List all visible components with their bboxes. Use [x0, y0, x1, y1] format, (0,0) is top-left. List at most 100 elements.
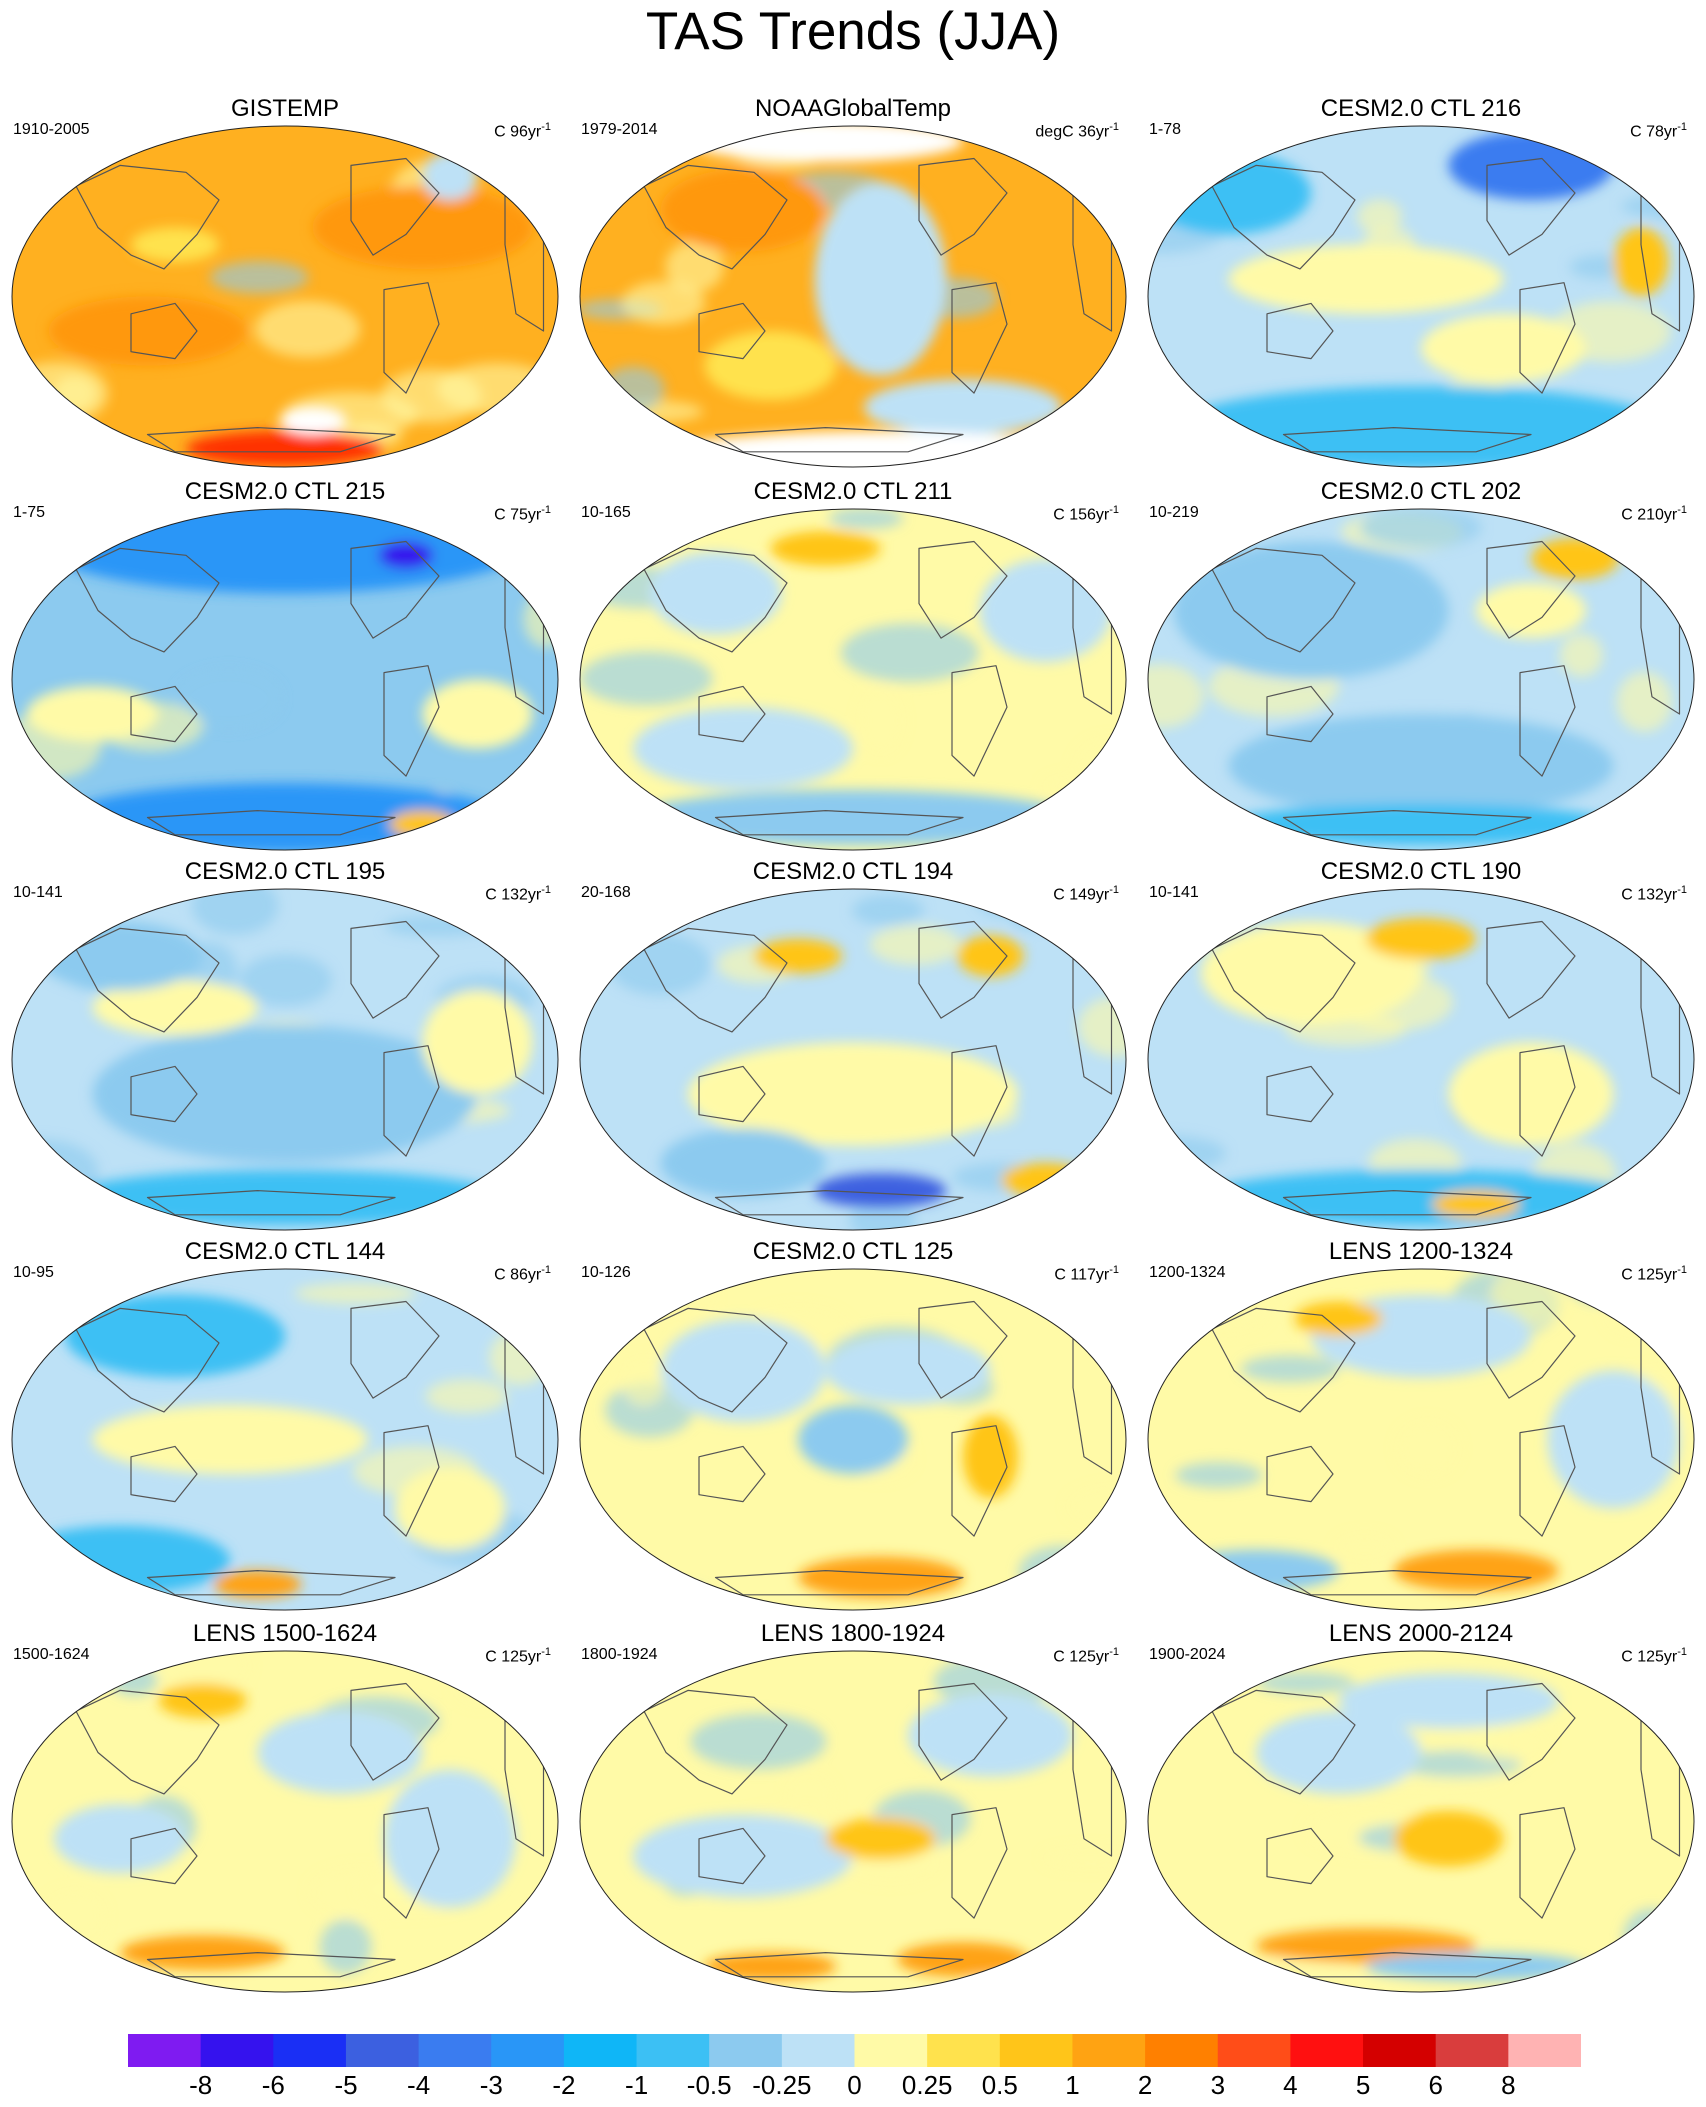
panel-units-label: C 78yr-1 — [1630, 121, 1687, 141]
panel-title: CESM2.0 CTL 216 — [1320, 95, 1522, 122]
colorbar-swatch — [1363, 2034, 1437, 2067]
colorbar-swatch — [854, 2034, 928, 2067]
map-panel: CESM2.0 CTL 195 10-141 C 132yr-1 — [5, 858, 565, 1233]
panel-units-label: C 125yr-1 — [1053, 1646, 1119, 1666]
panel-title: CESM2.0 CTL 190 — [1320, 858, 1522, 885]
panel-title: LENS 2000-2124 — [1328, 1620, 1514, 1647]
panel-period-label: 10-141 — [1149, 884, 1199, 901]
colorbar-tick-label: 0.5 — [981, 2070, 1018, 2100]
world-map — [579, 125, 1127, 468]
world-map — [579, 888, 1127, 1231]
world-map — [1147, 125, 1695, 468]
panel-units-label: C 96yr-1 — [494, 121, 551, 141]
panel-period-label: 1979-2014 — [581, 121, 658, 138]
map-panel: CESM2.0 CTL 144 10-95 C 86yr-1 — [5, 1238, 565, 1613]
colorbar-swatch — [1508, 2034, 1581, 2067]
colorbar-swatch — [636, 2034, 710, 2067]
colorbar-swatch — [709, 2034, 783, 2067]
panel-title: LENS 1200-1324 — [1328, 1238, 1514, 1265]
panel-title: CESM2.0 CTL 215 — [184, 478, 386, 505]
colorbar-swatch — [1072, 2034, 1146, 2067]
world-map — [1147, 1268, 1695, 1611]
panel-period-label: 1-78 — [1149, 121, 1182, 138]
colorbar-swatch — [345, 2034, 420, 2067]
world-map — [579, 1268, 1127, 1611]
colorbar-swatch — [1435, 2034, 1509, 2067]
panel-title: CESM2.0 CTL 144 — [184, 1238, 386, 1265]
map-panel: CESM2.0 CTL 216 1-78 C 78yr-1 — [1141, 95, 1701, 470]
colorbar-swatch — [999, 2034, 1073, 2067]
colorbar-tick-label: 6 — [1428, 2070, 1443, 2100]
world-map — [579, 508, 1127, 851]
world-map — [11, 1650, 559, 1993]
colorbar-tick-label: -1 — [625, 2070, 649, 2100]
colorbar-swatch — [781, 2034, 855, 2067]
colorbar-swatch — [927, 2034, 1001, 2067]
colorbar-tick-label: 5 — [1355, 2070, 1371, 2100]
panel-title: LENS 1800-1924 — [760, 1620, 946, 1647]
map-panel: LENS 1500-1624 1500-1624 C 125yr-1 — [5, 1620, 565, 1995]
colorbar-tick-label: 2 — [1137, 2070, 1153, 2100]
colorbar-tick-label: 8 — [1501, 2070, 1516, 2100]
panel-units-label: C 117yr-1 — [1054, 1264, 1119, 1284]
colorbar-tick-label: -5 — [334, 2070, 358, 2100]
colorbar-tick-label: 1 — [1065, 2070, 1080, 2100]
world-map — [579, 1650, 1127, 1993]
colorbar-swatch — [1290, 2034, 1364, 2067]
panel-units-label: C 125yr-1 — [485, 1646, 551, 1666]
panel-period-label: 10-126 — [581, 1264, 631, 1281]
colorbar-tick-label: -0.5 — [686, 2070, 732, 2100]
panel-title: NOAAGlobalTemp — [754, 95, 952, 122]
map-panel: CESM2.0 CTL 211 10-165 C 156yr-1 — [573, 478, 1133, 853]
map-panel: LENS 1200-1324 1200-1324 C 125yr-1 — [1141, 1238, 1701, 1613]
colorbar-swatch — [418, 2034, 492, 2067]
panel-units-label: C 132yr-1 — [1621, 884, 1687, 904]
colorbar-swatch — [1145, 2034, 1219, 2067]
map-panel: CESM2.0 CTL 202 10-219 C 210yr-1 — [1141, 478, 1701, 853]
panel-title: LENS 1500-1624 — [192, 1620, 378, 1647]
world-map — [1147, 508, 1695, 851]
panel-units-label: C 210yr-1 — [1621, 504, 1687, 524]
panel-period-label: 10-165 — [581, 504, 631, 521]
map-panel: CESM2.0 CTL 125 10-126 C 117yr-1 — [573, 1238, 1133, 1613]
figure-title: TAS Trends (JJA) — [645, 2, 1061, 61]
panel-units-label: C 125yr-1 — [1621, 1646, 1687, 1666]
colorbar-swatch — [273, 2034, 347, 2067]
colorbar-tick-label: 0 — [847, 2070, 862, 2100]
colorbar-tick-label: -0.25 — [752, 2070, 812, 2100]
map-panel: CESM2.0 CTL 190 10-141 C 132yr-1 — [1141, 858, 1701, 1233]
panel-period-label: 10-219 — [1149, 504, 1199, 521]
colorbar-swatch — [1217, 2034, 1291, 2067]
map-panel: CESM2.0 CTL 215 1-75 C 75yr-1 — [5, 478, 565, 853]
panel-period-label: 20-168 — [581, 884, 631, 901]
panel-period-label: 1900-2024 — [1149, 1646, 1226, 1663]
colorbar-tick-label: 3 — [1210, 2070, 1226, 2100]
panel-title: CESM2.0 CTL 125 — [752, 1238, 954, 1265]
panel-units-label: C 132yr-1 — [485, 884, 551, 904]
map-panel: LENS 2000-2124 1900-2024 C 125yr-1 — [1141, 1620, 1701, 1995]
panel-units-label: C 156yr-1 — [1053, 504, 1119, 524]
colorbar-tick-label: -3 — [479, 2070, 503, 2100]
panel-units-label: C 86yr-1 — [494, 1264, 551, 1284]
panel-title: CESM2.0 CTL 194 — [752, 858, 954, 885]
panel-units-label: degC 36yr-1 — [1035, 121, 1119, 141]
colorbar — [128, 2034, 1581, 2067]
panel-units-label: C 75yr-1 — [494, 504, 551, 524]
world-map — [1147, 1650, 1695, 1993]
colorbar-tick-label: 4 — [1283, 2070, 1298, 2100]
world-map — [11, 125, 559, 468]
map-panel: LENS 1800-1924 1800-1924 C 125yr-1 — [573, 1620, 1133, 1995]
map-panel: CESM2.0 CTL 194 20-168 C 149yr-1 — [573, 858, 1133, 1233]
colorbar-swatch — [200, 2034, 274, 2067]
colorbar-tick-label: -8 — [189, 2070, 213, 2100]
map-panel: NOAAGlobalTemp 1979-2014 degC 36yr-1 — [573, 95, 1133, 470]
panel-period-label: 1500-1624 — [13, 1646, 90, 1663]
panel-units-label: C 125yr-1 — [1621, 1264, 1687, 1284]
panel-title: GISTEMP — [230, 95, 339, 122]
world-map — [11, 888, 559, 1231]
world-map — [11, 508, 559, 851]
world-map — [11, 1268, 559, 1611]
panel-period-label: 10-141 — [13, 884, 63, 901]
colorbar-tick-label: 0.25 — [901, 2070, 953, 2100]
world-map — [1147, 888, 1695, 1231]
